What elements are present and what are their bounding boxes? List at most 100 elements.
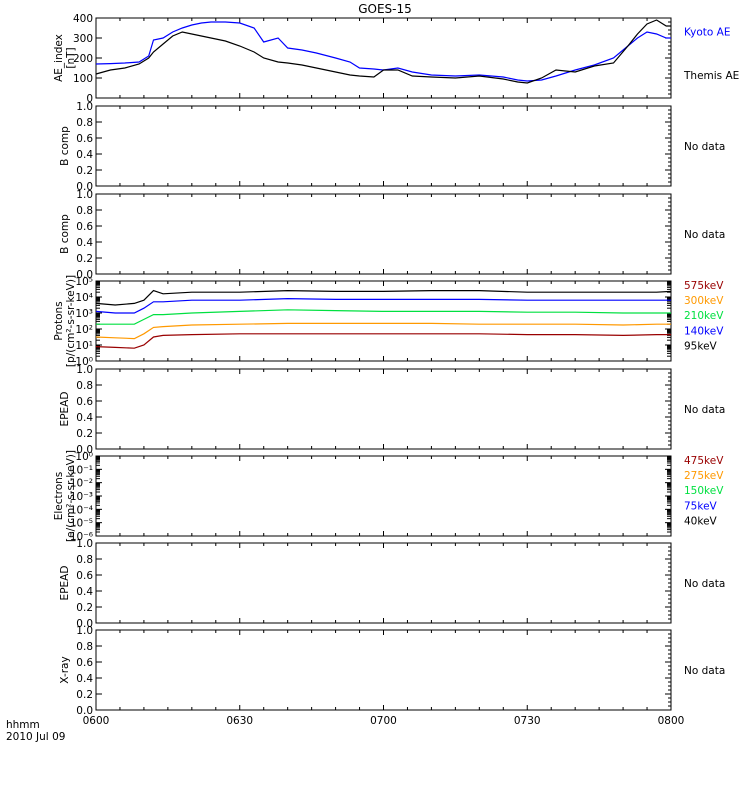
legend-entry: 210keV (684, 310, 724, 322)
y-tick-label: 10² (75, 324, 93, 336)
y-tick-label: 1.0 (76, 538, 93, 550)
time-unit-label: hhmm (6, 719, 40, 731)
y-axis-label: B comp (59, 126, 71, 166)
y-tick-label: 10⁵ (75, 276, 93, 288)
panel-frame (95, 105, 672, 187)
y-tick-label: 0.4 (76, 149, 93, 161)
date-label: 2010 Jul 09 (6, 731, 65, 743)
y-tick-label: 10⁰ (75, 356, 93, 368)
panel-protons: 10⁰ 10¹ 10² 10³ 10⁴ 10⁵ Protons [p/(cm²-s-sr-ke… (53, 275, 724, 368)
y-tick-label: 0.8 (76, 205, 93, 217)
time-tick-label: 0730 (514, 715, 541, 727)
series-line-575kev (95, 333, 671, 349)
panel-frame (95, 17, 672, 99)
y-tick-label: 1.0 (76, 625, 93, 637)
y-tick-label: 0.2 (76, 165, 93, 177)
y-tick-label: 10⁻⁴ (70, 504, 93, 516)
y-tick-label: 1.0 (76, 101, 93, 113)
legend-entry: 75keV (684, 500, 718, 512)
y-axis-label: Protons (53, 301, 65, 340)
panel-epead1: 0.0 0.2 0.4 0.6 0.8 1.0 EPEAD No data (59, 364, 725, 456)
y-tick-label: 0.6 (76, 396, 93, 408)
no-data-label: No data (684, 404, 725, 416)
y-tick-label: 0 (86, 93, 93, 105)
y-axis-label: X-ray (59, 656, 71, 683)
y-tick-label: 0.4 (76, 237, 93, 249)
y-tick-label: 10⁻⁶ (70, 531, 93, 543)
legend-entry: 95keV (684, 340, 718, 352)
panel-frame (95, 542, 672, 624)
legend-entry: 300keV (684, 295, 724, 307)
panel-frame (95, 368, 672, 450)
y-tick-label: 0.2 (76, 253, 93, 265)
y-tick-label: 0.2 (76, 428, 93, 440)
y-tick-label: 10⁻³ (70, 491, 93, 503)
y-tick-label: 0.4 (76, 673, 93, 685)
no-data-label: No data (684, 578, 725, 590)
legend-entry: Themis AE (683, 70, 739, 82)
time-tick-label: 0600 (83, 715, 110, 727)
no-data-label: No data (684, 665, 725, 677)
panel-frame (95, 193, 672, 275)
no-data-label: No data (684, 141, 725, 153)
y-tick-label: 0.4 (76, 412, 93, 424)
y-tick-label: 10⁻² (70, 478, 93, 490)
panel-ae: 0 100 200 300 400 AE_index [nT] Kyoto AE Themis … (53, 13, 739, 105)
y-tick-label: 0.8 (76, 554, 93, 566)
y-tick-label: 10⁻⁵ (70, 518, 93, 530)
y-tick-label: 0.2 (76, 602, 93, 614)
y-tick-label: 1.0 (76, 189, 93, 201)
y-tick-label: 200 (73, 53, 93, 65)
series-line-themis-ae (95, 19, 671, 84)
panels: 0 100 200 300 400 AE_index [nT] Kyoto AE Themis … (53, 13, 739, 717)
legend-entry: 150keV (684, 485, 724, 497)
legend-entry: Kyoto AE (684, 27, 730, 39)
time-tick-label: 0800 (658, 715, 685, 727)
y-tick-label: 0.0 (76, 444, 93, 456)
series-line-140kev (95, 297, 671, 314)
y-tick-label: 0.8 (76, 380, 93, 392)
legend-entry: 140keV (684, 325, 724, 337)
y-tick-label: 300 (73, 33, 93, 45)
y-tick-label: 400 (73, 13, 93, 25)
legend-entry: 40keV (684, 515, 718, 527)
panel-frame (95, 455, 672, 537)
y-tick-label: 10⁰ (75, 451, 93, 463)
time-tick-label: 0700 (370, 715, 397, 727)
y-tick-label: 0.6 (76, 657, 93, 669)
y-tick-label: 10³ (75, 308, 93, 320)
series-line-210kev (96, 309, 671, 325)
panel-b1: 0.0 0.2 0.4 0.6 0.8 1.0 B comp No data (59, 101, 725, 193)
panel-epead2: 0.0 0.2 0.4 0.6 0.8 1.0 EPEAD No data (59, 538, 725, 630)
y-axis-label: [e/(cm²-s-sr-keV)] (65, 450, 77, 542)
y-tick-label: 10¹ (75, 340, 93, 352)
y-tick-label: 0.4 (76, 586, 93, 598)
plot-title: GOES-15 (358, 2, 412, 16)
panel-b2: 0.0 0.2 0.4 0.6 0.8 1.0 B comp No data (59, 189, 725, 281)
legend-entry: 475keV (684, 455, 724, 467)
y-axis-label: [p/(cm²-s-sr-keV)] (65, 275, 77, 367)
y-tick-label: 10⁻¹ (70, 464, 93, 476)
y-tick-label: 0.6 (76, 221, 93, 233)
y-tick-label: 0.6 (76, 133, 93, 145)
y-tick-label: 0.0 (76, 181, 93, 193)
y-tick-label: 0.8 (76, 117, 93, 129)
no-data-label: No data (684, 229, 725, 241)
y-tick-label: 0.0 (76, 618, 93, 630)
y-axis-label: Electrons (53, 472, 65, 521)
y-axis-label: EPEAD (59, 566, 71, 601)
y-tick-label: 1.0 (76, 364, 93, 376)
series-line-300kev (95, 322, 671, 340)
time-axis: 0600 0630 0700 0730 0800 (83, 715, 685, 727)
y-tick-label: 0.0 (76, 705, 93, 717)
y-tick-label: 0.0 (76, 269, 93, 281)
legend-entry: 575keV (684, 280, 724, 292)
y-tick-label: 100 (73, 73, 93, 85)
y-axis-label: B comp (59, 214, 71, 254)
panel-frame (95, 629, 672, 711)
y-tick-label: 10⁴ (75, 292, 93, 304)
series-line-kyoto-ae (95, 21, 671, 82)
y-axis-label: [nT] (65, 47, 77, 68)
